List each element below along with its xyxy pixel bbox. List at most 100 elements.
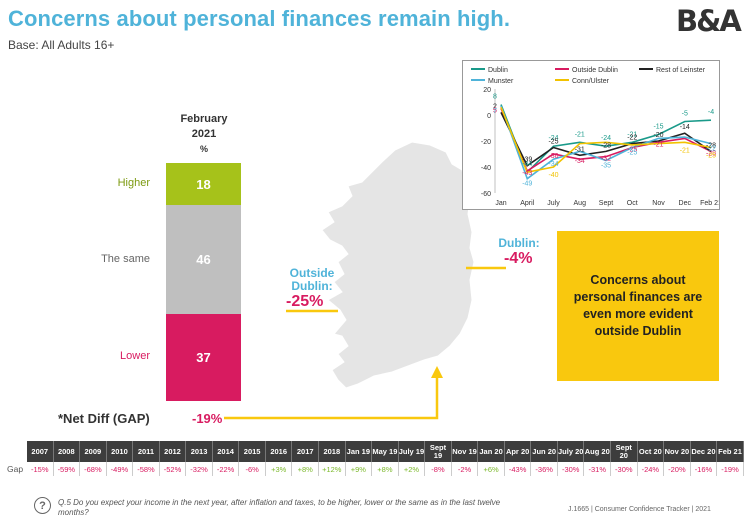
data-label-s0-4: -24	[601, 135, 611, 142]
data-label-s1-5: -25	[627, 147, 637, 154]
gap-header-cell: 2018	[319, 441, 346, 462]
data-label-s2-3: -31	[575, 146, 585, 153]
summary-text: Concerns about personal finances are eve…	[573, 273, 703, 338]
gap-value-cell: +2%	[399, 462, 426, 476]
series-line-4	[500, 106, 712, 174]
gap-table-values: Gap -15% -59% -68% -49% -58% -52% -32% -22% -6% +3…	[7, 462, 744, 476]
bar-label-lower: Lower	[120, 350, 150, 363]
gap-header-cell: 2009	[80, 441, 107, 462]
series-line-1	[500, 108, 712, 173]
data-label-s0-6: -15	[653, 124, 663, 131]
gap-header-cell: 2008	[53, 441, 81, 462]
data-label-s1-4: -32	[601, 156, 611, 163]
x-tick-2: July	[547, 200, 560, 207]
gap-value-cell: -58%	[133, 462, 160, 476]
data-label-s0-5: -21	[627, 131, 637, 138]
data-label-s2-8: -28	[706, 142, 716, 149]
brand-logo: B&A	[676, 4, 742, 38]
dublin-value: -4%	[504, 250, 533, 267]
data-label-s1-0: 5	[493, 108, 497, 115]
data-label-s2-5: -22	[627, 135, 637, 142]
gap-header-cell: July 19	[398, 441, 426, 462]
bar-label-the-same: The same	[101, 252, 150, 265]
gap-value-cell: -43%	[505, 462, 532, 476]
gap-header-cell: 2011	[133, 441, 160, 462]
gap-header-cell: Jun 20	[531, 441, 558, 462]
gap-value-cell: -32%	[186, 462, 213, 476]
gap-value-cell: -16%	[691, 462, 718, 476]
gap-value-cell: +12%	[319, 462, 346, 476]
gap-value-cell: -30%	[611, 462, 638, 476]
legend-label-0: Dublin	[488, 67, 508, 74]
gap-value-cell: -59%	[54, 462, 81, 476]
gap-header-cell: Dec 20	[690, 441, 718, 462]
legend-label-1: Outside Dublin	[572, 67, 618, 74]
net-diff-label: *Net Diff (GAP)	[58, 411, 150, 426]
gap-header-cell: Nov 19	[451, 441, 479, 462]
outside-dublin-title-line2: Dublin:	[291, 279, 333, 293]
data-label-s1-6: -21	[653, 141, 663, 148]
gap-value-cell: +3%	[266, 462, 293, 476]
gap-header-cell: July 20	[557, 441, 585, 462]
y-tick-2: -20	[481, 139, 491, 146]
x-tick-4: Sept	[599, 200, 613, 207]
data-label-s3-1: -49	[522, 181, 532, 188]
y-tick-3: -40	[481, 165, 491, 172]
base-note: Base: All Adults 16+	[8, 38, 115, 52]
data-label-s0-0: 8	[493, 94, 497, 101]
data-label-s2-0: 2	[493, 103, 497, 110]
gap-arrow-head	[431, 366, 443, 378]
data-label-s1-1: -43	[522, 170, 532, 177]
gap-header-cell: Apr 20	[504, 441, 532, 462]
data-label-s3-5: -25	[627, 150, 637, 157]
legend-label-3: Munster	[488, 78, 514, 85]
gap-row-label: Gap	[7, 464, 24, 474]
bar-column-header: February 2021 %	[168, 112, 240, 157]
data-label-s2-2: -25	[548, 139, 558, 146]
gap-value-cell: -20%	[664, 462, 691, 476]
gap-header-cell: 2010	[106, 441, 134, 462]
line-chart-panel: Dublin Outside Dublin Rest of Leinster Muns…	[462, 60, 722, 210]
gap-value-cell: -24%	[638, 462, 665, 476]
dublin-title: Dublin:	[498, 236, 540, 250]
data-label-s2-1: -39	[522, 157, 532, 164]
gap-table: 2007 2008 2009 2010 2011 2012 2013 2014 2015 2016…	[7, 441, 744, 476]
gap-header-cell: Jan 20	[478, 441, 505, 462]
gap-value-cell: -49%	[107, 462, 134, 476]
gap-value-cell: -15%	[27, 462, 54, 476]
gap-value-cell: -68%	[80, 462, 107, 476]
data-label-s0-8: -4	[708, 109, 714, 116]
gap-value-cell: +6%	[478, 462, 505, 476]
outside-dublin-value: -25%	[286, 293, 324, 310]
gap-value-cell: -22%	[213, 462, 240, 476]
bar-segment-higher: 18	[166, 163, 241, 206]
question-text: Q.5 Do you expect your income in the nex…	[58, 498, 501, 517]
data-label-s0-3: -21	[575, 131, 585, 138]
gap-value-cell: -36%	[531, 462, 558, 476]
bar-label-higher: Higher	[117, 177, 150, 190]
gap-value-cell: -19%	[717, 462, 744, 476]
y-tick-0: 20	[483, 87, 491, 94]
bar-segment-lower: 37	[166, 313, 241, 401]
data-label-s3-4: -35	[601, 163, 611, 170]
x-tick-7: Dec	[679, 200, 692, 207]
x-tick-3: Aug	[574, 200, 587, 207]
data-label-s3-8: -22	[706, 146, 716, 153]
gap-value-cell: +8%	[292, 462, 320, 476]
gap-header-cell: May 19	[372, 441, 399, 462]
x-tick-1: April	[520, 200, 534, 207]
gap-header-cell: Aug 20	[584, 441, 612, 462]
gap-table-header: 2007 2008 2009 2010 2011 2012 2013 2014 2015 2016…	[7, 441, 744, 462]
unit-label: %	[199, 144, 208, 154]
question-icon: ?	[34, 497, 51, 514]
data-label-s2-7: -14	[680, 124, 690, 131]
period-month: February	[180, 113, 228, 125]
gap-header-cell: 2014	[212, 441, 240, 462]
gap-value-cell: -30%	[558, 462, 585, 476]
gap-value-cell: +9%	[346, 462, 373, 476]
page-title: Concerns about personal finances remain …	[8, 6, 511, 31]
series-line-0	[500, 104, 712, 174]
x-tick-0: Jan	[495, 200, 506, 207]
data-label-s3-2: -34	[548, 161, 558, 168]
gap-value-cell: -6%	[239, 462, 266, 476]
